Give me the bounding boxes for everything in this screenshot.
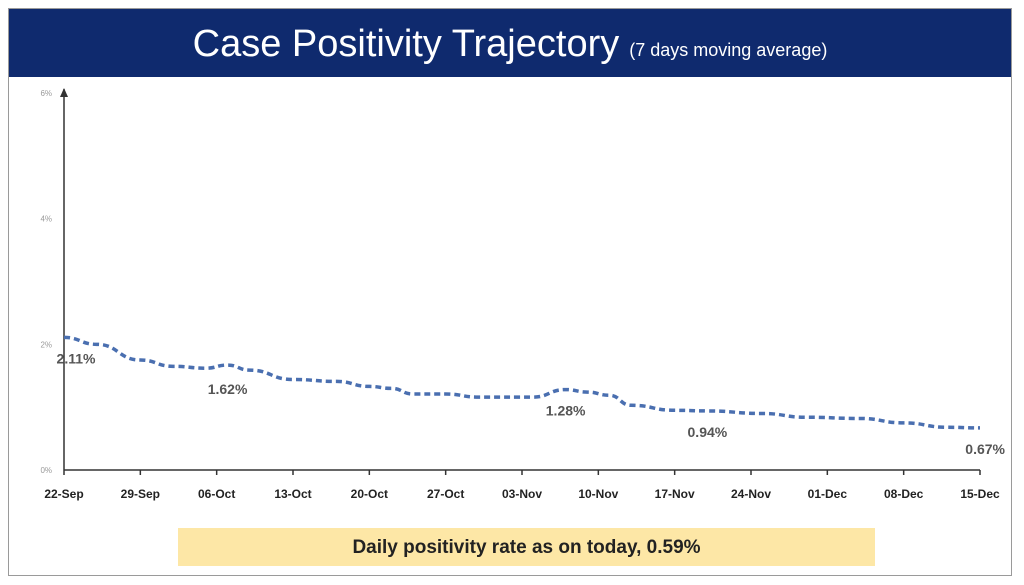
x-tick-label: 15-Dec	[960, 487, 1000, 501]
y-tick-label: 6%	[40, 89, 52, 98]
x-tick-label: 03-Nov	[502, 487, 542, 501]
series-line	[63, 335, 981, 430]
daily-positivity-banner: Daily positivity rate as on today, 0.59%	[178, 528, 875, 566]
data-label: 2.11%	[57, 350, 96, 366]
y-tick-label: 0%	[40, 466, 52, 475]
x-tick-label: 17-Nov	[655, 487, 695, 501]
chart-subtitle: (7 days moving average)	[629, 40, 828, 60]
x-tick-label: 08-Dec	[884, 487, 924, 501]
title-bar: Case Positivity Trajectory (7 days moving…	[9, 9, 1011, 77]
x-tick-label: 13-Oct	[274, 487, 311, 501]
data-label: 0.67%	[965, 441, 1005, 457]
data-label: 1.28%	[546, 403, 586, 419]
x-tick-label: 29-Sep	[121, 487, 160, 501]
x-tick-label: 01-Dec	[808, 487, 848, 501]
slide-frame	[8, 8, 1012, 576]
x-tick-label: 27-Oct	[427, 487, 464, 501]
data-label: 1.62%	[208, 381, 248, 397]
x-tick-label: 24-Nov	[731, 487, 771, 501]
x-tick-label: 06-Oct	[198, 487, 235, 501]
data-label: 0.94%	[688, 424, 728, 440]
x-tick-label: 10-Nov	[578, 487, 618, 501]
y-axis-arrow	[60, 88, 68, 97]
x-tick-label: 22-Sep	[44, 487, 83, 501]
chart-title: Case Positivity Trajectory	[192, 23, 620, 65]
y-tick-label: 4%	[40, 215, 52, 224]
x-tick-label: 20-Oct	[351, 487, 388, 501]
y-tick-label: 2%	[40, 340, 52, 349]
